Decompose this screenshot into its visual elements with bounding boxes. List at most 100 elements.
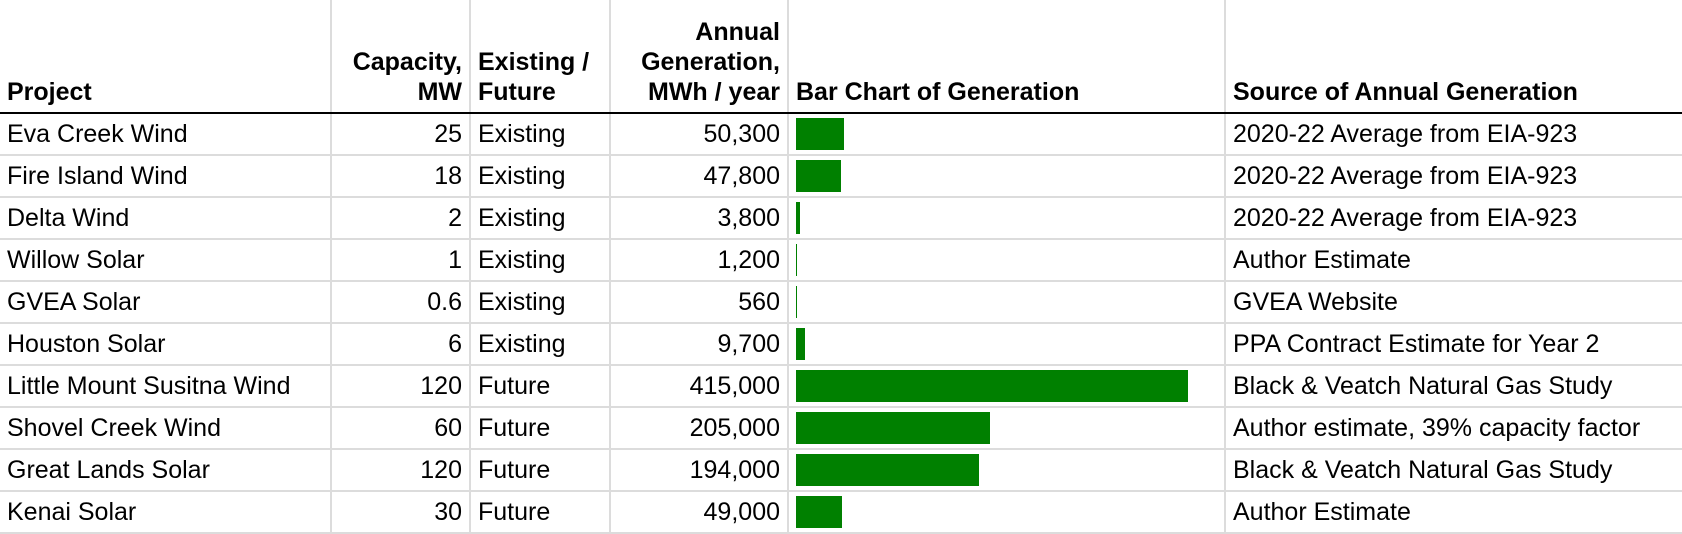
cell-status[interactable]: Existing: [470, 197, 611, 240]
cell-bar-chart[interactable]: [788, 197, 1226, 240]
cell-source[interactable]: Black & Veatch Natural Gas Study: [1225, 449, 1682, 492]
cell-status[interactable]: Existing: [470, 239, 611, 282]
header-generation-line3: MWh / year: [648, 78, 780, 106]
table-row: Houston Solar 6 Existing 9,700 PPA Contract …: [0, 323, 1682, 366]
bar-track: [796, 202, 1218, 234]
generation-bar: [796, 244, 798, 276]
table-row: Eva Creek Wind 25 Existing 50,300 2020-22 Av…: [0, 113, 1682, 156]
generation-bar: [796, 412, 990, 444]
header-source[interactable]: Source of Annual Generation: [1225, 0, 1682, 114]
cell-project[interactable]: Willow Solar: [0, 239, 332, 282]
header-capacity[interactable]: Capacity, MW: [331, 0, 471, 114]
table-row: Willow Solar 1 Existing 1,200 Author Estimat…: [0, 239, 1682, 282]
bar-track: [796, 286, 1218, 318]
cell-status[interactable]: Future: [470, 449, 611, 492]
cell-source[interactable]: GVEA Website: [1225, 281, 1682, 324]
cell-project[interactable]: Shovel Creek Wind: [0, 407, 332, 450]
cell-bar-chart[interactable]: [788, 491, 1226, 534]
header-generation[interactable]: Annual Generation, MWh / year: [610, 0, 789, 114]
cell-capacity[interactable]: 0.6: [331, 281, 471, 324]
cell-generation[interactable]: 47,800: [610, 155, 789, 198]
cell-bar-chart[interactable]: [788, 323, 1226, 366]
cell-generation[interactable]: 49,000: [610, 491, 789, 534]
table-row: Fire Island Wind 18 Existing 47,800 2020-22 …: [0, 155, 1682, 198]
cell-bar-chart[interactable]: [788, 365, 1226, 408]
cell-capacity[interactable]: 30: [331, 491, 471, 534]
cell-bar-chart[interactable]: [788, 155, 1226, 198]
cell-capacity[interactable]: 2: [331, 197, 471, 240]
bar-track: [796, 454, 1218, 486]
cell-source[interactable]: Author estimate, 39% capacity factor: [1225, 407, 1682, 450]
cell-capacity[interactable]: 25: [331, 113, 471, 156]
cell-capacity[interactable]: 120: [331, 449, 471, 492]
table-row: Little Mount Susitna Wind 120 Future 415,00…: [0, 365, 1682, 408]
table-row: Great Lands Solar 120 Future 194,000 Black &…: [0, 449, 1682, 492]
table-row: Delta Wind 2 Existing 3,800 2020-22 Average …: [0, 197, 1682, 240]
cell-project[interactable]: Great Lands Solar: [0, 449, 332, 492]
header-status-line1: Existing /: [478, 48, 590, 76]
table-row: Kenai Solar 30 Future 49,000 Author Estimate: [0, 491, 1682, 534]
generation-bar: [796, 496, 843, 528]
cell-generation[interactable]: 205,000: [610, 407, 789, 450]
table-body: Eva Creek Wind 25 Existing 50,300 2020-22 Av…: [0, 113, 1682, 534]
cell-status[interactable]: Future: [470, 365, 611, 408]
cell-generation[interactable]: 194,000: [610, 449, 789, 492]
cell-project[interactable]: Eva Creek Wind: [0, 113, 332, 156]
cell-status[interactable]: Existing: [470, 281, 611, 324]
cell-generation[interactable]: 9,700: [610, 323, 789, 366]
cell-capacity[interactable]: 60: [331, 407, 471, 450]
cell-source[interactable]: Author Estimate: [1225, 491, 1682, 534]
cell-source[interactable]: Black & Veatch Natural Gas Study: [1225, 365, 1682, 408]
cell-source[interactable]: 2020-22 Average from EIA-923: [1225, 155, 1682, 198]
header-generation-line1: Annual: [695, 18, 780, 46]
header-source-label: Source of Annual Generation: [1233, 78, 1578, 106]
cell-generation[interactable]: 415,000: [610, 365, 789, 408]
cell-generation[interactable]: 3,800: [610, 197, 789, 240]
cell-source[interactable]: 2020-22 Average from EIA-923: [1225, 197, 1682, 240]
bar-track: [796, 496, 1218, 528]
cell-capacity[interactable]: 1: [331, 239, 471, 282]
cell-status[interactable]: Future: [470, 407, 611, 450]
cell-status[interactable]: Future: [470, 491, 611, 534]
cell-bar-chart[interactable]: [788, 113, 1226, 156]
header-project[interactable]: Project: [0, 0, 332, 114]
cell-bar-chart[interactable]: [788, 407, 1226, 450]
bar-track: [796, 370, 1218, 402]
generation-bar: [796, 160, 842, 192]
cell-status[interactable]: Existing: [470, 113, 611, 156]
header-capacity-line1: Capacity,: [352, 48, 462, 76]
cell-status[interactable]: Existing: [470, 155, 611, 198]
cell-generation[interactable]: 1,200: [610, 239, 789, 282]
header-project-label: Project: [7, 78, 92, 106]
cell-bar-chart[interactable]: [788, 449, 1226, 492]
table-row: Shovel Creek Wind 60 Future 205,000 Author e…: [0, 407, 1682, 450]
cell-bar-chart[interactable]: [788, 239, 1226, 282]
cell-project[interactable]: Delta Wind: [0, 197, 332, 240]
table-row: GVEA Solar 0.6 Existing 560 GVEA Website: [0, 281, 1682, 324]
header-status[interactable]: Existing / Future: [470, 0, 611, 114]
cell-project[interactable]: Fire Island Wind: [0, 155, 332, 198]
cell-project[interactable]: Little Mount Susitna Wind: [0, 365, 332, 408]
cell-source[interactable]: Author Estimate: [1225, 239, 1682, 282]
cell-capacity[interactable]: 18: [331, 155, 471, 198]
header-bar-chart[interactable]: Bar Chart of Generation: [788, 0, 1226, 114]
cell-project[interactable]: Kenai Solar: [0, 491, 332, 534]
cell-project[interactable]: Houston Solar: [0, 323, 332, 366]
generation-bar: [796, 370, 1188, 402]
generation-bar: [796, 202, 800, 234]
cell-status[interactable]: Existing: [470, 323, 611, 366]
header-bar-chart-label: Bar Chart of Generation: [796, 78, 1080, 106]
bar-track: [796, 118, 1218, 150]
cell-project[interactable]: GVEA Solar: [0, 281, 332, 324]
cell-generation[interactable]: 50,300: [610, 113, 789, 156]
cell-source[interactable]: 2020-22 Average from EIA-923: [1225, 113, 1682, 156]
cell-capacity[interactable]: 6: [331, 323, 471, 366]
cell-generation[interactable]: 560: [610, 281, 789, 324]
header-generation-line2: Generation,: [641, 48, 780, 76]
cell-capacity[interactable]: 120: [331, 365, 471, 408]
cell-source[interactable]: PPA Contract Estimate for Year 2: [1225, 323, 1682, 366]
bar-track: [796, 160, 1218, 192]
cell-bar-chart[interactable]: [788, 281, 1226, 324]
